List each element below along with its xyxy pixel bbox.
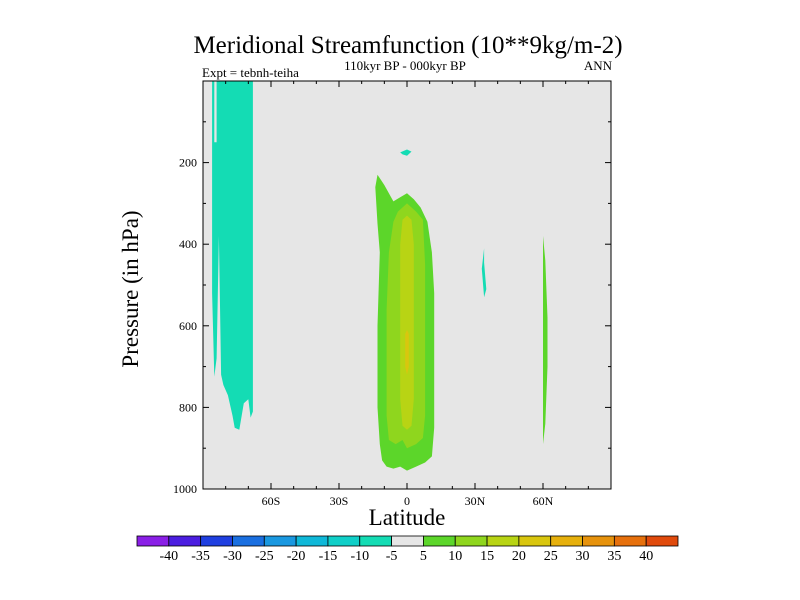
colorbar-label: 15: [480, 549, 494, 564]
y-tick-label: 400: [179, 237, 197, 251]
subtitle-season: ANN: [584, 58, 613, 73]
colorbar-swatch: [582, 535, 615, 547]
x-tick-label: 60S: [262, 494, 281, 508]
colorbar-swatch: [168, 535, 202, 547]
colorbar-swatch: [486, 535, 520, 547]
y-tick-label: 1000: [173, 482, 197, 496]
colorbar-label: 10: [448, 549, 462, 564]
colorbar-label: 5: [420, 549, 427, 564]
colorbar-swatch: [359, 535, 392, 547]
colorbar: -40 -35 -30 -25 -20 -15 -10 -5 5 10 15 20 25 30 35 40: [136, 535, 679, 564]
colorbar-label: -35: [191, 549, 210, 564]
colorbar-label: -15: [319, 549, 338, 564]
region-equatorial-fill-20-25: [405, 329, 409, 375]
colorbar-label: -40: [159, 549, 178, 564]
colorbar-swatch: [136, 535, 170, 547]
colorbar-swatch: [423, 535, 456, 547]
colorbar-swatch: [232, 535, 265, 547]
colorbar-swatch: [263, 535, 297, 547]
colorbar-swatch: [327, 535, 361, 547]
colorbar-label: -20: [287, 549, 306, 564]
region-nh-60-positive-band: [543, 236, 548, 445]
colorbar-label: 40: [639, 549, 653, 564]
y-tick-label: 600: [179, 319, 197, 333]
colorbar-label: -30: [223, 549, 242, 564]
subtitle-experiment: Expt = tebnh-teiha: [202, 65, 299, 80]
x-tick-label: 30S: [330, 494, 349, 508]
x-axis-label: Latitude: [369, 505, 446, 530]
y-tick-label: 200: [179, 156, 197, 170]
colorbar-swatch: [518, 535, 552, 547]
colorbar-swatch: [200, 535, 233, 547]
region-nh-30-negative-band: [481, 229, 487, 298]
contour-regions: [212, 81, 548, 471]
region-sh-polar-negative: [212, 81, 253, 430]
x-axis-ticks: 60S 30S 0 30N 60N: [225, 81, 589, 508]
colorbar-swatch: [613, 535, 647, 547]
x-tick-label: 30N: [465, 494, 486, 508]
colorbar-label: 20: [512, 549, 526, 564]
y-tick-label: 800: [179, 400, 197, 414]
colorbar-label: -25: [255, 549, 274, 564]
region-upper-negative-spot: [400, 149, 412, 156]
y-axis-label: Pressure (in hPa): [118, 210, 143, 367]
colorbar-label: -5: [386, 549, 398, 564]
x-tick-label: 60N: [533, 494, 554, 508]
colorbar-swatch: [391, 535, 424, 547]
colorbar-swatch: [550, 535, 583, 547]
region-equatorial-fill-15-20: [400, 215, 414, 430]
colorbar-swatch: [645, 535, 679, 547]
colorbar-label: 30: [576, 549, 590, 564]
colorbar-swatch: [295, 535, 329, 547]
y-axis-ticks: 200 400 600 800 1000: [173, 121, 611, 496]
colorbar-label: 35: [607, 549, 621, 564]
colorbar-label: 25: [544, 549, 558, 564]
colorbar-swatch: [454, 535, 488, 547]
subtitle-period: 110kyr BP - 000kyr BP: [344, 58, 466, 73]
chart-title: Meridional Streamfunction (10**9kg/m-2): [193, 32, 622, 59]
x-tick-label: 0: [404, 494, 410, 508]
colorbar-label: -10: [350, 549, 369, 564]
